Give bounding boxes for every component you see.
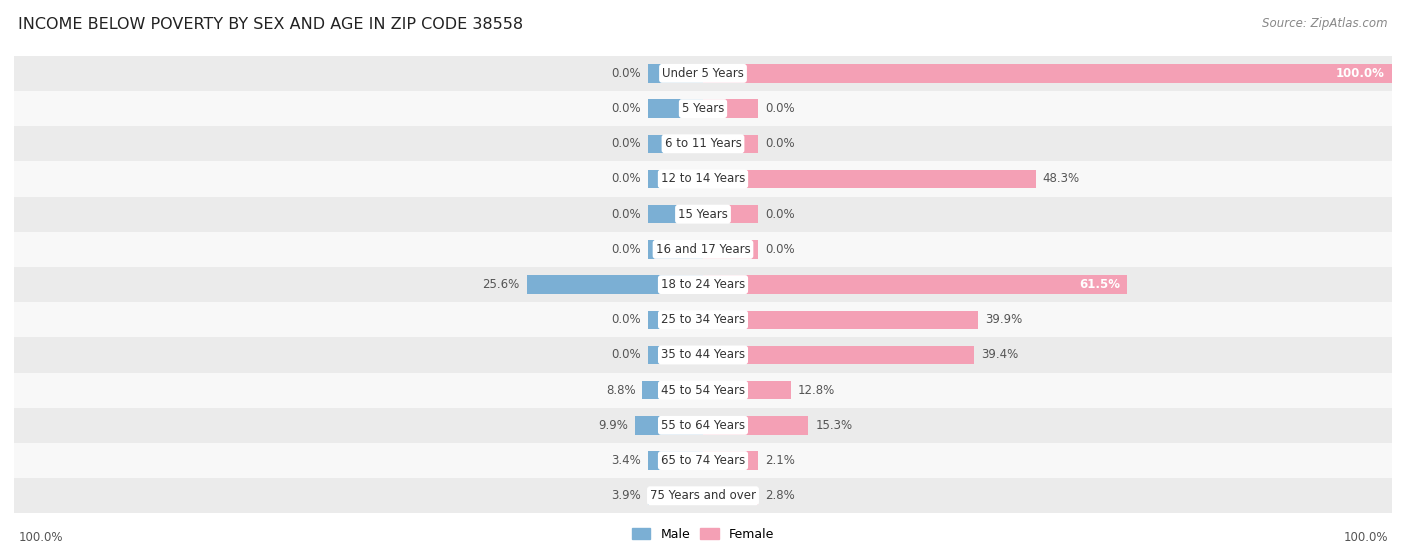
Bar [703,134,758,153]
Bar [648,134,703,153]
Bar [703,381,792,400]
Text: 0.0%: 0.0% [612,243,641,256]
Bar [14,302,1392,338]
Text: 25 to 34 Years: 25 to 34 Years [661,313,745,326]
Text: 0.0%: 0.0% [612,102,641,115]
Text: INCOME BELOW POVERTY BY SEX AND AGE IN ZIP CODE 38558: INCOME BELOW POVERTY BY SEX AND AGE IN Z… [18,17,523,32]
Bar [648,170,703,188]
Text: 25.6%: 25.6% [482,278,520,291]
Bar [14,338,1392,373]
Bar [703,99,758,118]
Text: 65 to 74 Years: 65 to 74 Years [661,454,745,467]
Text: 18 to 24 Years: 18 to 24 Years [661,278,745,291]
Bar [703,276,1126,294]
Text: 100.0%: 100.0% [1343,531,1388,544]
Text: 12 to 14 Years: 12 to 14 Years [661,172,745,185]
Bar [648,99,703,118]
Text: 0.0%: 0.0% [612,137,641,150]
Bar [648,240,703,258]
Bar [643,381,703,400]
Bar [703,416,808,435]
Bar [703,487,758,505]
Bar [14,91,1392,126]
Bar [14,478,1392,513]
Text: 39.9%: 39.9% [984,313,1022,326]
Text: 35 to 44 Years: 35 to 44 Years [661,349,745,362]
Bar [648,487,703,505]
Bar [703,346,974,364]
Bar [14,373,1392,408]
Bar [703,240,758,258]
Bar [14,408,1392,443]
Text: 16 and 17 Years: 16 and 17 Years [655,243,751,256]
Legend: Male, Female: Male, Female [627,523,779,546]
Text: 2.8%: 2.8% [765,489,794,502]
Bar [14,232,1392,267]
Bar [703,451,758,470]
Bar [703,311,979,329]
Bar [648,311,703,329]
Text: 3.9%: 3.9% [612,489,641,502]
Bar [14,267,1392,302]
Bar [634,416,703,435]
Bar [14,196,1392,232]
Bar [14,443,1392,478]
Text: 100.0%: 100.0% [18,531,63,544]
Text: 0.0%: 0.0% [765,137,794,150]
Bar [14,126,1392,161]
Text: 100.0%: 100.0% [1336,67,1385,80]
Bar [703,205,758,223]
Text: 0.0%: 0.0% [765,102,794,115]
Text: Under 5 Years: Under 5 Years [662,67,744,80]
Text: 5 Years: 5 Years [682,102,724,115]
Bar [648,205,703,223]
Text: 39.4%: 39.4% [981,349,1018,362]
Text: 48.3%: 48.3% [1043,172,1080,185]
Bar [527,276,703,294]
Text: 0.0%: 0.0% [612,172,641,185]
Text: 55 to 64 Years: 55 to 64 Years [661,419,745,432]
Text: 8.8%: 8.8% [606,384,636,397]
Text: 3.4%: 3.4% [612,454,641,467]
Text: Source: ZipAtlas.com: Source: ZipAtlas.com [1263,17,1388,30]
Bar [648,451,703,470]
Text: 45 to 54 Years: 45 to 54 Years [661,384,745,397]
Bar [703,64,1392,83]
Bar [648,64,703,83]
Bar [14,161,1392,196]
Text: 9.9%: 9.9% [598,419,628,432]
Text: 0.0%: 0.0% [612,208,641,220]
Bar [648,346,703,364]
Bar [14,56,1392,91]
Bar [703,170,1036,188]
Text: 0.0%: 0.0% [765,243,794,256]
Text: 0.0%: 0.0% [765,208,794,220]
Text: 0.0%: 0.0% [612,313,641,326]
Text: 61.5%: 61.5% [1078,278,1119,291]
Text: 15 Years: 15 Years [678,208,728,220]
Text: 6 to 11 Years: 6 to 11 Years [665,137,741,150]
Text: 15.3%: 15.3% [815,419,852,432]
Text: 0.0%: 0.0% [612,349,641,362]
Text: 0.0%: 0.0% [612,67,641,80]
Text: 75 Years and over: 75 Years and over [650,489,756,502]
Text: 12.8%: 12.8% [799,384,835,397]
Text: 2.1%: 2.1% [765,454,794,467]
